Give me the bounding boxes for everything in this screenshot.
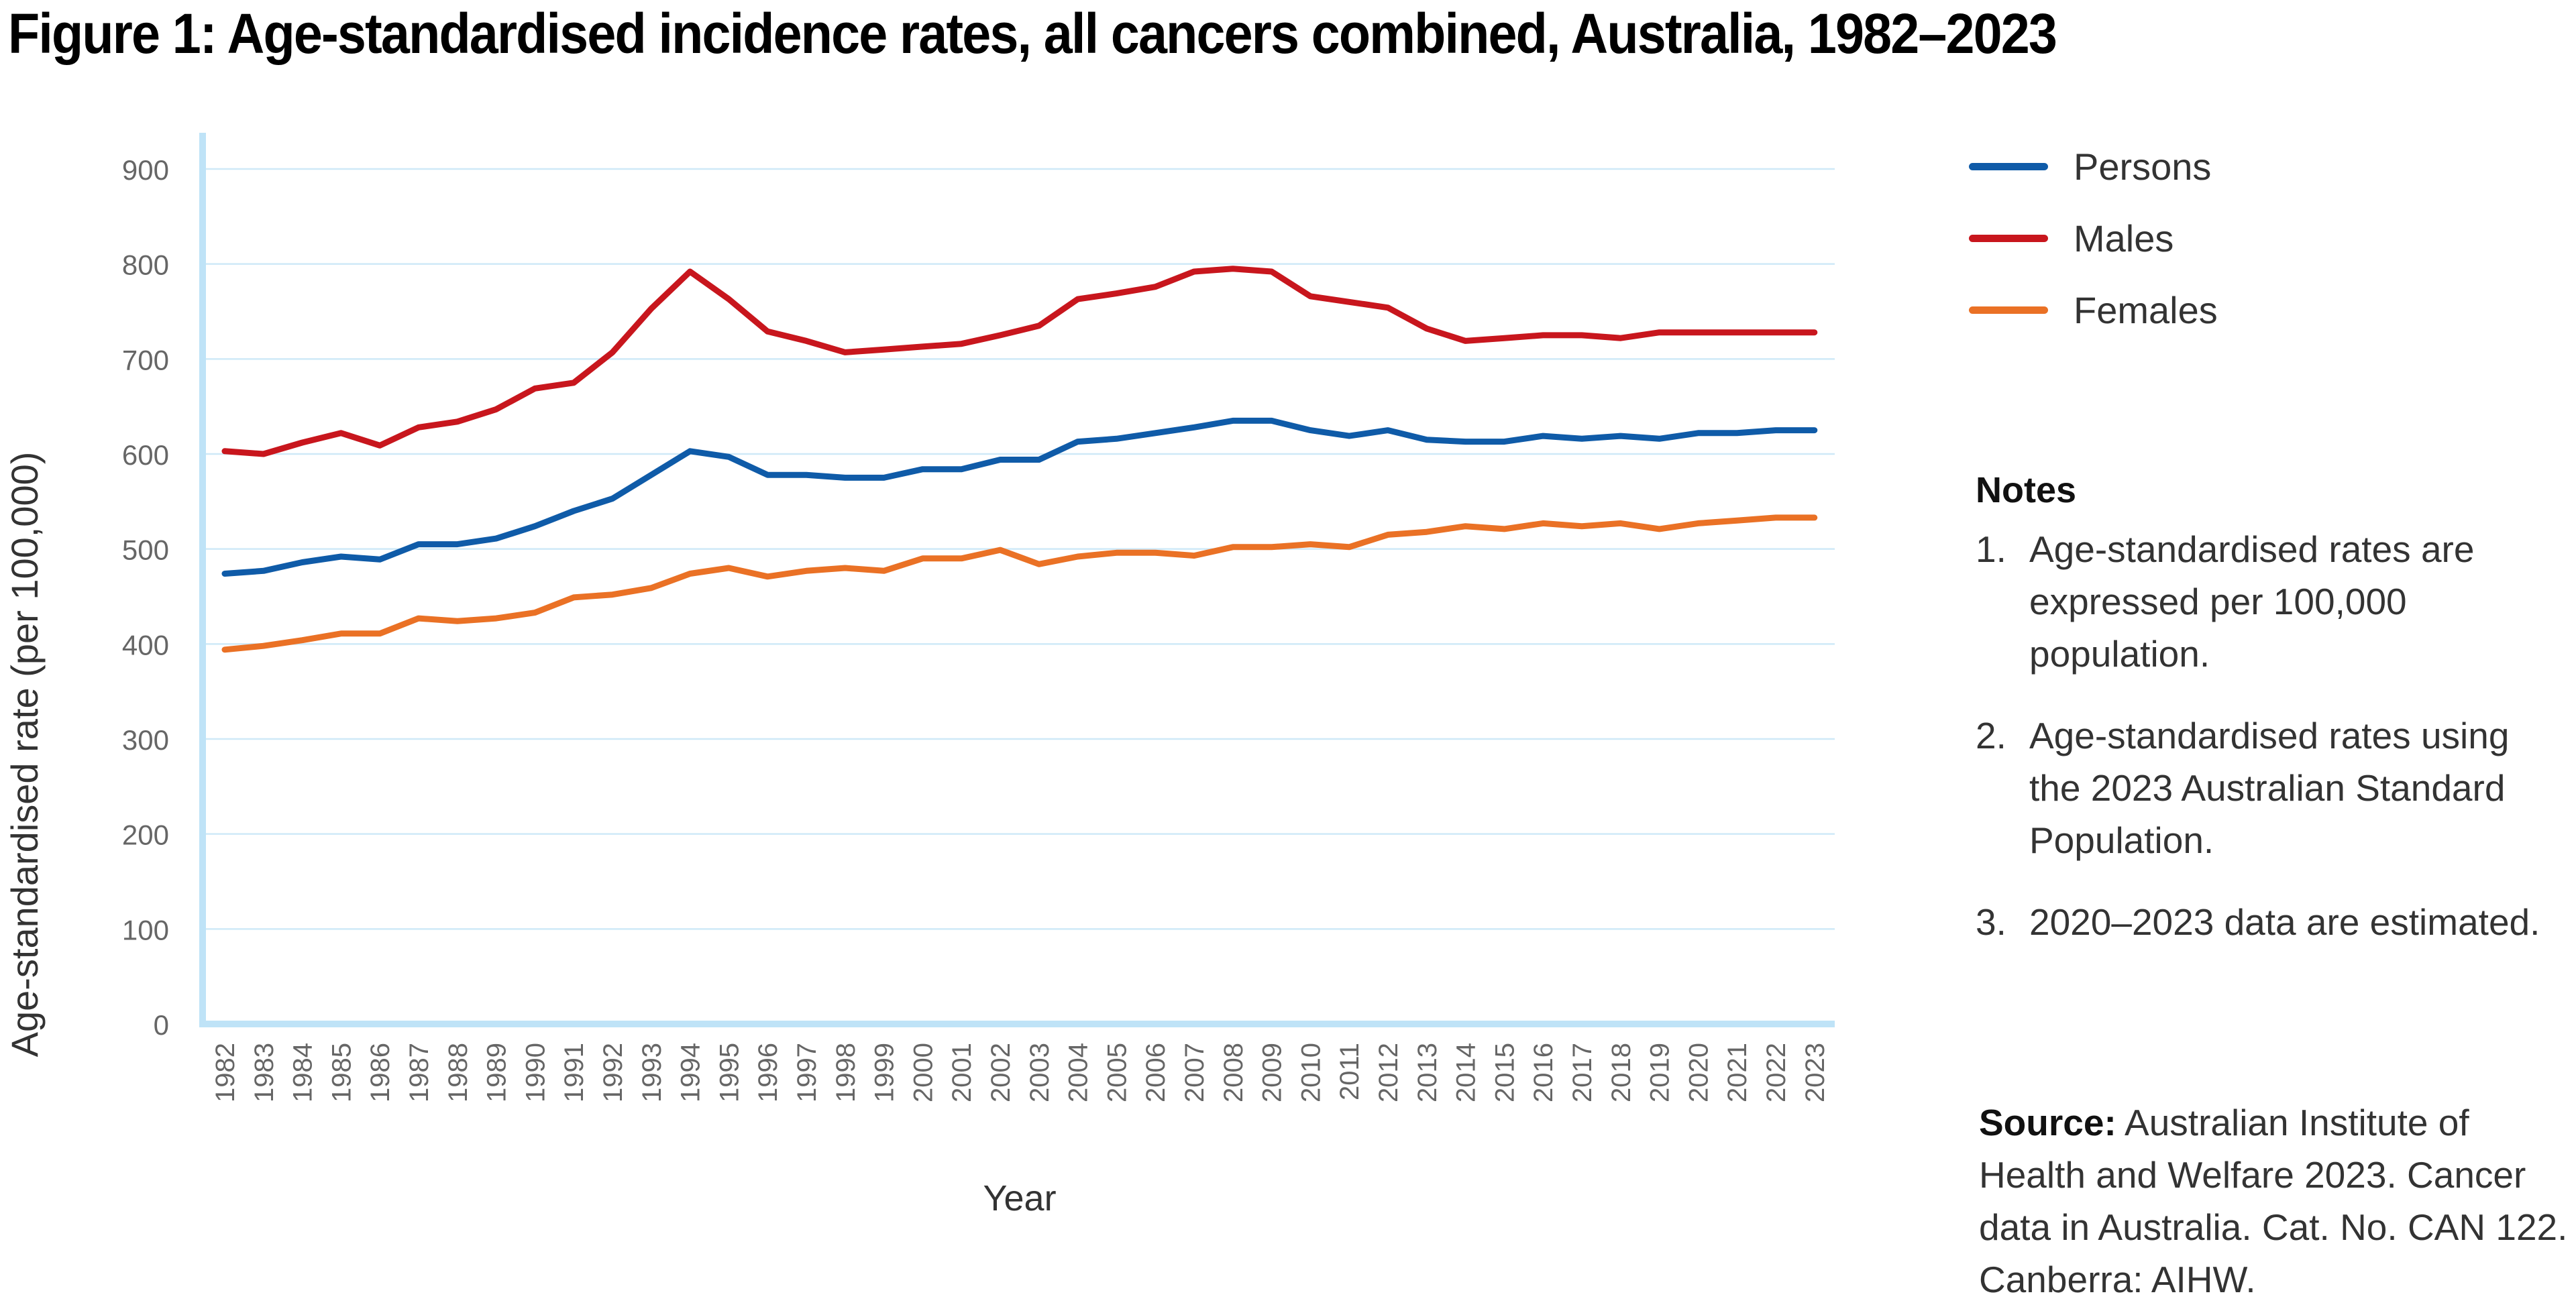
legend-item-males: Males bbox=[1969, 203, 2218, 274]
note-number: 3. bbox=[1976, 901, 2006, 943]
series-line-females bbox=[221, 514, 1818, 653]
y-tick-labels: 0 100 200 300 400 500 600 700 800 900 bbox=[122, 154, 169, 1041]
x-tick-label: 1997 bbox=[792, 1043, 822, 1102]
chart-title: Figure 1: Age-standardised incidence rat… bbox=[8, 2, 2057, 65]
x-axis-title: Year bbox=[983, 1178, 1056, 1218]
note-text: Age-standardised rates using the 2023 Au… bbox=[2029, 715, 2510, 861]
x-tick-label: 1991 bbox=[559, 1043, 589, 1102]
x-tick-label: 2013 bbox=[1413, 1043, 1442, 1102]
series-line-persons bbox=[221, 417, 1818, 577]
x-tick-label: 2006 bbox=[1141, 1043, 1171, 1102]
x-tick-label: 2001 bbox=[947, 1043, 977, 1102]
x-tick-label: 1993 bbox=[637, 1043, 667, 1102]
x-tick-label: 2014 bbox=[1452, 1043, 1481, 1102]
source-label: Source: bbox=[1979, 1102, 2116, 1143]
legend-swatch-females bbox=[1969, 306, 2048, 314]
x-tick-label: 2004 bbox=[1064, 1043, 1093, 1102]
x-tick-label: 1994 bbox=[676, 1043, 706, 1102]
x-tick-label: 1999 bbox=[870, 1043, 900, 1102]
note-item: 3. 2020–2023 data are estimated. bbox=[1976, 896, 2566, 948]
x-tick-label: 1992 bbox=[598, 1043, 628, 1102]
x-tick-label: 1984 bbox=[288, 1043, 318, 1102]
y-tick-label: 100 bbox=[122, 914, 169, 946]
x-tick-label: 1989 bbox=[482, 1043, 512, 1102]
x-tick-label: 1986 bbox=[366, 1043, 395, 1102]
x-tick-label: 1996 bbox=[753, 1043, 783, 1102]
x-tick-label: 2008 bbox=[1219, 1043, 1248, 1102]
series-line-males bbox=[221, 266, 1818, 457]
x-tick-label: 2016 bbox=[1529, 1043, 1558, 1102]
y-tick-label: 400 bbox=[122, 629, 169, 661]
x-tick-label: 2002 bbox=[986, 1043, 1016, 1102]
legend-swatch-persons bbox=[1969, 163, 2048, 170]
notes-panel: Notes 1. Age-standardised rates are expr… bbox=[1976, 469, 2566, 978]
x-tick-label: 2007 bbox=[1180, 1043, 1210, 1102]
axes bbox=[199, 133, 1835, 1027]
x-tick-label: 2003 bbox=[1025, 1043, 1055, 1102]
x-tick-label: 2000 bbox=[908, 1043, 938, 1102]
note-item: 1. Age-standardised rates are expressed … bbox=[1976, 523, 2566, 680]
x-tick-label: 2023 bbox=[1801, 1043, 1830, 1102]
x-tick-label: 2012 bbox=[1374, 1043, 1403, 1102]
y-tick-label: 500 bbox=[122, 534, 169, 566]
legend-item-persons: Persons bbox=[1969, 131, 2218, 203]
x-tick-label: 1988 bbox=[443, 1043, 473, 1102]
note-text: 2020–2023 data are estimated. bbox=[2029, 901, 2540, 943]
notes-heading: Notes bbox=[1976, 470, 2077, 510]
y-axis-title: Age-standardised rate (per 100,000) bbox=[3, 452, 46, 1058]
legend: Persons Males Females bbox=[1969, 131, 2218, 346]
legend-item-females: Females bbox=[1969, 274, 2218, 346]
note-item: 2. Age-standardised rates using the 2023… bbox=[1976, 709, 2566, 866]
legend-label: Females bbox=[2074, 289, 2218, 331]
x-tick-label: 1983 bbox=[250, 1043, 279, 1102]
y-tick-label: 600 bbox=[122, 439, 169, 471]
x-tick-label: 1985 bbox=[327, 1043, 356, 1102]
legend-label: Males bbox=[2074, 217, 2174, 260]
x-tick-label: 2019 bbox=[1646, 1043, 1675, 1102]
x-tick-label: 2022 bbox=[1762, 1043, 1791, 1102]
source-note: Source: Australian Institute of Health a… bbox=[1979, 1096, 2569, 1306]
x-tick-label: 1982 bbox=[211, 1043, 240, 1102]
y-tick-label: 700 bbox=[122, 344, 169, 376]
x-tick-label: 2018 bbox=[1607, 1043, 1636, 1102]
x-tick-label: 1990 bbox=[521, 1043, 550, 1102]
y-tick-label: 900 bbox=[122, 154, 169, 186]
series-lines bbox=[221, 266, 1818, 653]
x-tick-label: 2010 bbox=[1296, 1043, 1326, 1102]
y-tick-label: 0 bbox=[154, 1009, 169, 1041]
x-tick-label: 2020 bbox=[1684, 1043, 1713, 1102]
note-text: Age-standardised rates are expressed per… bbox=[2029, 528, 2475, 675]
y-tick-label: 300 bbox=[122, 724, 169, 756]
x-tick-label: 2021 bbox=[1723, 1043, 1752, 1102]
legend-swatch-males bbox=[1969, 235, 2048, 242]
source-text: Australian Institute of Health and Welfa… bbox=[1979, 1102, 2568, 1300]
note-number: 2. bbox=[1976, 715, 2006, 756]
x-tick-label: 2005 bbox=[1102, 1043, 1132, 1102]
x-tick-label: 2017 bbox=[1568, 1043, 1597, 1102]
note-number: 1. bbox=[1976, 528, 2006, 570]
gridlines bbox=[203, 168, 1835, 930]
y-tick-label: 800 bbox=[122, 249, 169, 281]
x-tick-label: 1987 bbox=[405, 1043, 434, 1102]
x-tick-label: 2011 bbox=[1335, 1043, 1364, 1100]
legend-label: Persons bbox=[2074, 146, 2212, 188]
x-tick-label: 1995 bbox=[714, 1043, 744, 1102]
notes-list: 1. Age-standardised rates are expressed … bbox=[1976, 523, 2566, 948]
x-tick-label: 1998 bbox=[831, 1043, 861, 1102]
x-tick-labels: 1982 1983 1984 1985 1986 1987 1988 1989 1990 1991… bbox=[211, 1043, 1830, 1102]
y-tick-label: 200 bbox=[122, 819, 169, 851]
x-tick-label: 2015 bbox=[1490, 1043, 1519, 1102]
x-tick-label: 2009 bbox=[1258, 1043, 1287, 1102]
